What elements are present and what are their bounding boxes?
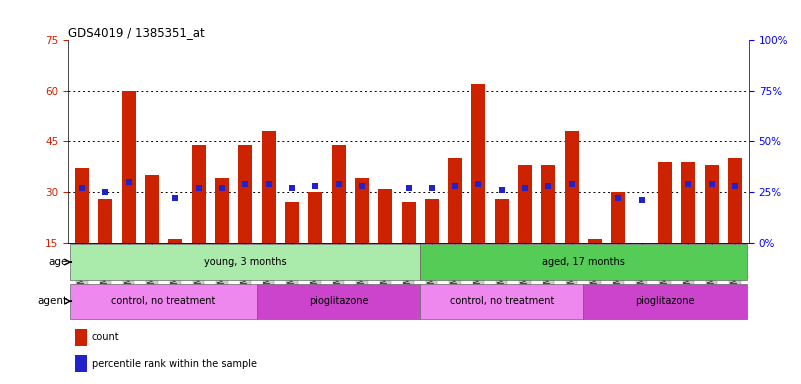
Bar bbox=[285, 202, 299, 243]
Text: control, no treatment: control, no treatment bbox=[449, 296, 554, 306]
Bar bbox=[421, 283, 583, 319]
Bar bbox=[75, 329, 87, 346]
Text: control, no treatment: control, no treatment bbox=[111, 296, 216, 306]
Bar bbox=[541, 165, 555, 243]
Bar bbox=[257, 283, 421, 319]
Text: agent: agent bbox=[38, 296, 67, 306]
Bar bbox=[682, 162, 695, 243]
Bar bbox=[99, 199, 112, 243]
Bar bbox=[611, 192, 626, 243]
Bar bbox=[191, 145, 206, 243]
Bar bbox=[75, 168, 89, 243]
Text: count: count bbox=[92, 332, 119, 343]
Bar bbox=[332, 145, 345, 243]
Bar bbox=[705, 165, 718, 243]
Bar bbox=[518, 165, 532, 243]
Bar bbox=[588, 239, 602, 243]
Bar bbox=[472, 84, 485, 243]
Bar bbox=[421, 245, 747, 280]
Bar bbox=[239, 145, 252, 243]
Bar bbox=[658, 162, 672, 243]
Bar bbox=[401, 202, 416, 243]
Text: age: age bbox=[48, 257, 67, 267]
Bar bbox=[75, 355, 87, 372]
Text: young, 3 months: young, 3 months bbox=[204, 257, 287, 267]
Text: GDS4019 / 1385351_at: GDS4019 / 1385351_at bbox=[68, 26, 205, 39]
Bar bbox=[583, 283, 747, 319]
Bar bbox=[262, 131, 276, 243]
Bar bbox=[308, 192, 322, 243]
Bar bbox=[168, 239, 183, 243]
Bar bbox=[448, 158, 462, 243]
Bar bbox=[122, 91, 135, 243]
Bar bbox=[425, 199, 439, 243]
Bar bbox=[70, 245, 421, 280]
Text: percentile rank within the sample: percentile rank within the sample bbox=[92, 359, 257, 369]
Bar bbox=[145, 175, 159, 243]
Bar bbox=[728, 158, 742, 243]
Bar bbox=[70, 283, 257, 319]
Text: pioglitazone: pioglitazone bbox=[635, 296, 694, 306]
Bar bbox=[495, 199, 509, 243]
Text: aged, 17 months: aged, 17 months bbox=[542, 257, 625, 267]
Bar bbox=[565, 131, 578, 243]
Bar bbox=[378, 189, 392, 243]
Text: pioglitazone: pioglitazone bbox=[309, 296, 368, 306]
Bar bbox=[355, 179, 369, 243]
Bar bbox=[215, 179, 229, 243]
